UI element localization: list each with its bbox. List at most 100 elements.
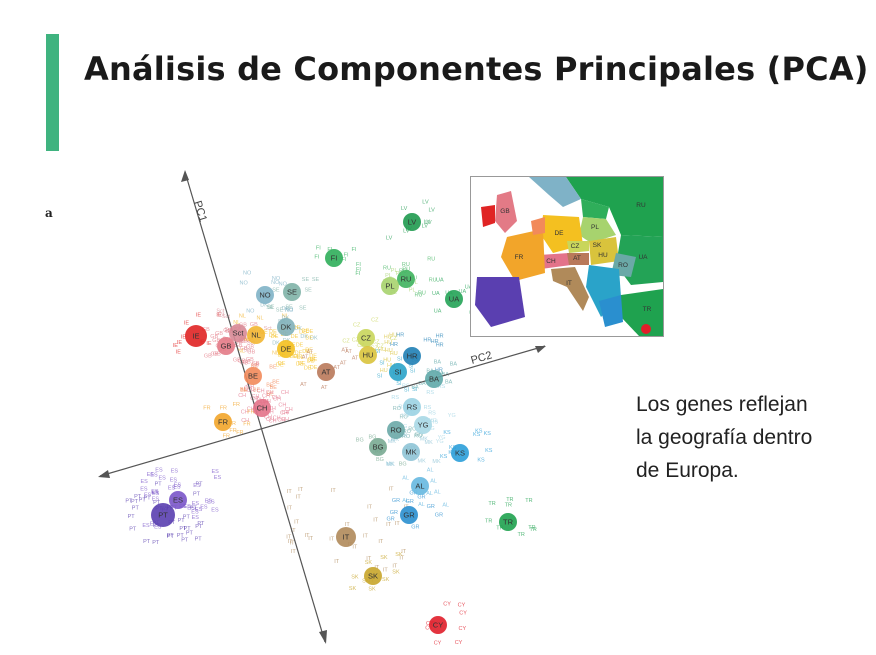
country-node-dk: DK	[277, 318, 295, 336]
map-region-poland	[579, 217, 616, 243]
sample-point: UA	[434, 308, 442, 314]
country-node-label: BE	[248, 372, 258, 381]
pc1-arrowhead	[181, 170, 189, 182]
sample-point: MK	[418, 459, 427, 465]
sample-point: DE	[271, 334, 279, 340]
country-node-tr: TR	[499, 513, 517, 531]
country-node-circle	[429, 616, 447, 634]
sample-point: SI	[412, 387, 418, 393]
country-node-ba: BA	[425, 370, 443, 388]
country-node-rs: RS	[403, 398, 421, 416]
sample-point: HU	[387, 363, 395, 369]
sample-point: MK	[420, 436, 429, 442]
map-region-italy	[551, 267, 589, 311]
sample-point: TR	[528, 525, 535, 531]
country-node-label: TR	[503, 518, 514, 527]
sample-point: ES	[195, 507, 203, 513]
sample-point: IT	[395, 521, 401, 527]
europe-map: GB DE PL CZ SK HU FR CH IT AT RO UA RU TR	[471, 177, 663, 336]
map-label-ro: RO	[618, 262, 628, 269]
sample-point: RU	[427, 257, 435, 263]
sample-point: PT	[143, 539, 151, 545]
sample-point: HR	[436, 343, 444, 349]
pc2-arrowhead-left	[98, 470, 110, 478]
sample-point: PT	[129, 527, 137, 533]
sample-point: CH	[241, 418, 249, 424]
sample-point: Sct	[216, 313, 224, 319]
sample-point: Sct	[222, 314, 230, 320]
country-node-ro: RO	[387, 421, 405, 439]
sample-point: GB	[251, 363, 259, 369]
sample-point: CH	[266, 390, 274, 396]
figure-panel-label: a	[45, 206, 53, 220]
country-node-label: HU	[363, 351, 374, 360]
sample-point: DK	[294, 326, 302, 332]
sample-point: DE	[309, 353, 317, 359]
country-node-circle	[229, 324, 247, 342]
sample-point: SI	[377, 373, 383, 379]
sample-point: AL	[430, 479, 437, 485]
sample-point: NO	[246, 309, 255, 315]
sample-point: Sct	[264, 326, 272, 332]
sample-point: MK	[391, 437, 400, 443]
sample-point: HU	[380, 368, 388, 374]
sample-point: SI	[379, 361, 385, 367]
pc2-axis	[99, 345, 546, 477]
map-label-pl: PL	[591, 224, 599, 231]
country-node-es: ES	[169, 491, 187, 509]
sample-point: PT	[184, 526, 192, 532]
country-node-it: IT	[336, 527, 356, 547]
sample-point: IT	[392, 564, 398, 570]
sample-point: GB	[238, 339, 246, 345]
country-node-label: UA	[449, 295, 459, 304]
country-node-sk: SK	[364, 567, 382, 585]
country-node-circle	[369, 438, 387, 456]
map-region-greece	[599, 295, 623, 327]
sample-point: ES	[159, 476, 167, 482]
sample-point: IT	[334, 559, 340, 565]
sample-point: UA	[432, 291, 440, 297]
sample-point: FR	[203, 406, 210, 412]
country-node-al: AL	[411, 477, 429, 495]
sample-point: AT	[352, 356, 359, 362]
sample-point: PT	[178, 518, 186, 524]
country-node-label: YG	[418, 421, 429, 430]
country-node-at: AT	[317, 363, 335, 381]
sample-point: TR	[525, 498, 532, 504]
sample-point: NL	[239, 313, 246, 319]
sample-point: CH	[278, 403, 286, 409]
sample-point: GB	[240, 339, 248, 345]
sample-point: CH	[241, 410, 249, 416]
sample-point: IT	[296, 495, 302, 501]
sample-point: CH	[262, 393, 270, 399]
sample-point: NL	[233, 320, 240, 326]
sample-point: UA	[465, 285, 473, 291]
pc1-axis-label: PC1	[191, 199, 209, 223]
sample-point: ES	[150, 521, 158, 527]
sample-point: HR	[390, 342, 398, 348]
sample-point: DE	[302, 329, 310, 335]
country-node-label: HR	[407, 352, 418, 361]
country-node-circle	[359, 346, 377, 364]
sample-point: CH	[281, 390, 289, 396]
sample-points: LVLVLVLVLVLVLVLVLVFIFIFIFIFIFIFIFIFIRURU…	[125, 199, 536, 646]
sample-point: HU	[378, 347, 386, 353]
sample-point: IT	[291, 549, 297, 555]
sample-point: PT	[167, 534, 175, 540]
sample-point: NO	[285, 307, 294, 313]
sample-point: SI	[410, 368, 416, 374]
sample-point: GB	[235, 343, 243, 349]
sample-point: SE	[276, 308, 284, 314]
sample-point: FI	[352, 247, 357, 253]
sample-point: PT	[197, 521, 205, 527]
sample-point: MK	[387, 462, 396, 468]
sample-point: PT	[177, 533, 185, 539]
sample-point: DE	[278, 361, 286, 367]
sample-point: HR	[436, 334, 444, 340]
sample-point: GB	[246, 357, 254, 363]
sample-point: BA	[418, 381, 426, 387]
map-region-turkey	[621, 289, 663, 336]
sample-point: CZ	[371, 317, 379, 323]
sample-point: UA	[459, 289, 467, 295]
sample-point: PT	[152, 540, 160, 546]
